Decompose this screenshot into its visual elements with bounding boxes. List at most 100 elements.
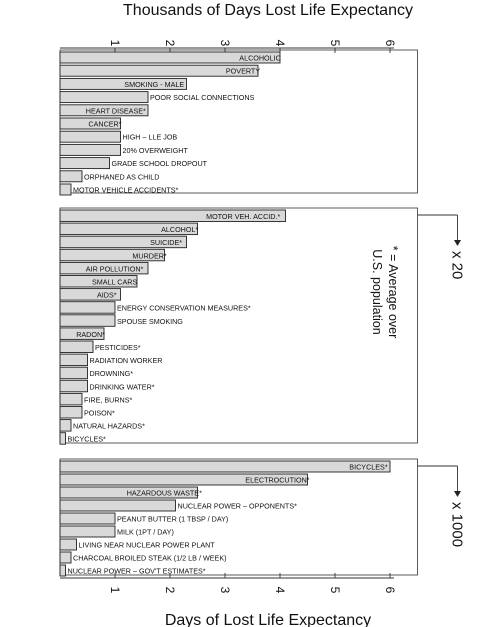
bar-label: RADON* — [76, 330, 105, 339]
top-tick-label: 2 — [163, 40, 177, 47]
panel-3: BICYCLES* ELECTROCUTION* HAZARDOUS WASTE* N… — [59, 458, 466, 577]
bar — [59, 406, 83, 419]
bar-label: DRINKING WATER* — [90, 382, 155, 391]
bottom-tick-label: 4 — [273, 587, 287, 594]
bar — [59, 64, 259, 77]
bar — [59, 183, 72, 196]
bar-label: AIDS* — [97, 291, 117, 300]
bar-label: MURDER* — [132, 251, 167, 260]
bottom-tick-label: 5 — [328, 587, 342, 594]
bar — [59, 473, 308, 486]
bar-label: ELECTROCUTION* — [245, 476, 309, 485]
note-line-2: U.S. population — [370, 249, 384, 335]
bar-label: CHARCOAL BROILED STEAK (1/2 LB / WEEK) — [73, 554, 227, 563]
bar — [59, 512, 116, 525]
bottom-tick-label: 2 — [163, 587, 177, 594]
bar-label: LIVING NEAR NUCLEAR POWER PLANT — [79, 541, 216, 550]
bar — [59, 261, 149, 275]
bar — [59, 551, 72, 564]
bar — [59, 235, 187, 249]
bar-label: NUCLEAR POWER – GOV'T ESTIMATES* — [68, 567, 206, 576]
bar — [59, 366, 88, 380]
bar-label: ALCOHOLIC — [239, 54, 281, 63]
bar-label: CANCER* — [88, 120, 121, 129]
bar-label: HEART DISEASE* — [86, 106, 146, 115]
bar — [59, 51, 281, 64]
bar — [59, 91, 149, 104]
multiplier-arrow-head-icon — [454, 491, 461, 497]
bar — [59, 340, 94, 353]
bar — [59, 353, 88, 367]
bar — [59, 288, 121, 301]
bar-label: NATURAL HAZARDS* — [73, 422, 145, 431]
bottom-tick-label: 3 — [218, 587, 232, 594]
panel-multiplier: x 1000 — [449, 502, 466, 547]
bar-label: POOR SOCIAL CONNECTIONS — [150, 93, 255, 102]
bar-label: POVERTY — [226, 67, 260, 76]
note-line-1: * = Average over — [386, 246, 400, 339]
bar-label: BICYCLES* — [68, 435, 107, 444]
bar — [59, 564, 66, 577]
top-tick-label: 6 — [383, 40, 397, 47]
bar-label: SMALL CARS — [92, 278, 137, 287]
top-tick-label: 1 — [108, 40, 122, 47]
bar-label: SPOUSE SMOKING — [117, 317, 183, 326]
bar — [59, 419, 72, 432]
bar — [59, 538, 77, 551]
bar-label: ALCOHOL* — [161, 225, 198, 234]
bar — [59, 392, 83, 406]
bar-label: MILK (1PT / DAY) — [117, 528, 174, 537]
top-tick-label: 5 — [328, 40, 342, 47]
bar-label: ENERGY CONSERVATION MEASURES* — [117, 304, 251, 313]
bar-label: AIR POLLUTION* — [86, 264, 144, 273]
bar-label: HIGH – LLE JOB — [123, 133, 178, 142]
bar — [59, 117, 121, 130]
bar-label: MOTOR VEHICLE ACCIDENTS* — [73, 186, 179, 195]
bar — [59, 222, 198, 236]
panel-multiplier: x 20 — [449, 251, 466, 279]
bar — [59, 432, 66, 445]
top-tick-label: 3 — [218, 40, 232, 47]
bar — [59, 170, 83, 183]
bar — [59, 499, 176, 512]
bar — [59, 486, 198, 499]
bar-label: NUCLEAR POWER – OPPONENTS* — [178, 502, 298, 511]
bar — [59, 460, 391, 473]
bar-label: PESTICIDES* — [95, 343, 141, 352]
bar-label: FIRE, BURNS* — [84, 395, 133, 404]
bar — [59, 104, 149, 117]
bar-label: DROWNING* — [90, 369, 134, 378]
bar-label: ORPHANED AS CHILD — [84, 172, 160, 181]
bar — [59, 130, 121, 143]
bar — [59, 77, 187, 90]
bar — [59, 327, 105, 340]
chart-title: Thousands of Days Lost Life Expectancy — [123, 2, 413, 19]
bar — [59, 209, 286, 222]
bar — [59, 379, 88, 393]
bar-label: SMOKING - MALE — [124, 80, 184, 89]
bar — [59, 314, 116, 327]
bar-label: GRADE SCHOOL DROPOUT — [112, 159, 208, 168]
bar — [59, 525, 116, 538]
bottom-tick-label: 1 — [108, 587, 122, 594]
bar-label: POISON* — [84, 409, 115, 418]
bar — [59, 157, 110, 170]
bottom-tick-label: 6 — [383, 587, 397, 594]
bar-label: MOTOR VEH. ACCID.* — [206, 212, 280, 221]
top-axis-ticks: 1 2 3 4 5 6 — [108, 40, 397, 53]
top-tick-label: 4 — [273, 40, 287, 47]
panel-1: ALCOHOLIC POVERTY SMOKING - MALE POOR SOCIA… — [59, 49, 418, 196]
bottom-axis-ticks: 1 2 3 4 5 6 — [108, 573, 397, 594]
panels: ALCOHOLIC POVERTY SMOKING - MALE POOR SOCIA… — [59, 49, 466, 577]
bar-label: BICYCLES* — [349, 463, 388, 472]
bar-label: HAZARDOUS WASTE* — [127, 489, 202, 498]
bar — [59, 275, 138, 288]
multiplier-arrow-head-icon — [454, 240, 461, 246]
x-axis-label: Days of Lost Life Expectancy — [165, 612, 371, 627]
bar-label: 20% OVERWEIGHT — [123, 146, 189, 155]
bar-label: PEANUT BUTTER (1 TBSP / DAY) — [117, 515, 228, 524]
bar-label: RADIATION WORKER — [90, 356, 163, 365]
panel-2: MOTOR VEH. ACCID.* ALCOHOL* SUICIDE* MURDER… — [59, 207, 466, 445]
bar — [59, 248, 165, 262]
